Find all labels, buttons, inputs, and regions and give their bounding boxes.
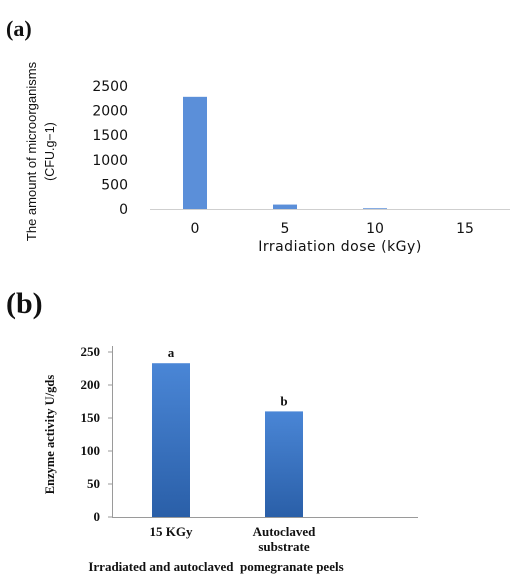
chart-a-x-tick-label: 15 <box>456 221 474 237</box>
chart-b-bars: ab <box>152 345 303 517</box>
chart-a: The amount of microorganisms (CFU.g−1) 0 5… <box>24 61 510 255</box>
chart-a-bar <box>183 96 207 209</box>
chart-b-y-tick-label: 250 <box>81 344 101 359</box>
chart-a-bar <box>273 204 297 209</box>
chart-a-x-tick-label: 10 <box>366 221 384 237</box>
chart-b-bar <box>152 363 190 517</box>
chart-b-y-ticks: 0 50 100 150 200 250 <box>81 344 112 524</box>
chart-a-bar <box>363 208 387 209</box>
chart-b-y-tick-label: 50 <box>87 476 100 491</box>
chart-b-data-label: a <box>168 345 175 360</box>
chart-a-y-tick-label: 2500 <box>92 79 128 95</box>
panel-label-b: (b) <box>6 287 43 320</box>
chart-b-y-tick-label: 100 <box>81 443 101 458</box>
chart-a-y-tick-label: 500 <box>101 177 128 193</box>
chart-a-y-axis-label: The amount of microorganisms (CFU.g−1) <box>24 61 57 241</box>
chart-b-x-tick-label: 15 KGy <box>150 524 193 539</box>
chart-a-y-ticks: 0 500 1000 1500 2000 2500 <box>92 79 128 218</box>
chart-a-y-axis-label-line: The amount of microorganisms <box>24 61 39 241</box>
chart-b-bar <box>265 411 303 517</box>
chart-b-data-label: b <box>280 393 287 408</box>
chart-a-x-ticks: 0 5 10 15 <box>191 221 474 237</box>
chart-a-x-tick-label: 5 <box>281 221 290 237</box>
chart-a-y-axis-label-line: (CFU.g−1) <box>43 122 57 181</box>
chart-b-y-tick-label: 150 <box>81 410 101 425</box>
chart-a-y-tick-label: 0 <box>119 202 128 218</box>
chart-a-y-tick-label: 2000 <box>92 104 128 120</box>
chart-a-y-tick-label: 1500 <box>92 128 128 144</box>
chart-b-y-tick-label: 200 <box>81 377 101 392</box>
chart-b-x-axis-label: Irradiated and autoclaved pomegranate pe… <box>88 559 343 574</box>
chart-b-x-ticks: 15 KGy Autoclaved substrate <box>150 524 317 554</box>
chart-a-x-axis-label: Irradiation dose (kGy) <box>258 239 422 255</box>
chart-b-x-tick-label: Autoclaved substrate <box>253 524 317 554</box>
chart-a-bars <box>183 96 387 209</box>
chart-a-y-tick-label: 1000 <box>92 153 128 169</box>
chart-a-x-tick-label: 0 <box>191 221 200 237</box>
chart-b-y-tick-label: 0 <box>94 509 101 524</box>
chart-b-y-axis-label: Enzyme activity U/gds <box>43 375 57 495</box>
panel-label-a: (a) <box>6 16 32 41</box>
